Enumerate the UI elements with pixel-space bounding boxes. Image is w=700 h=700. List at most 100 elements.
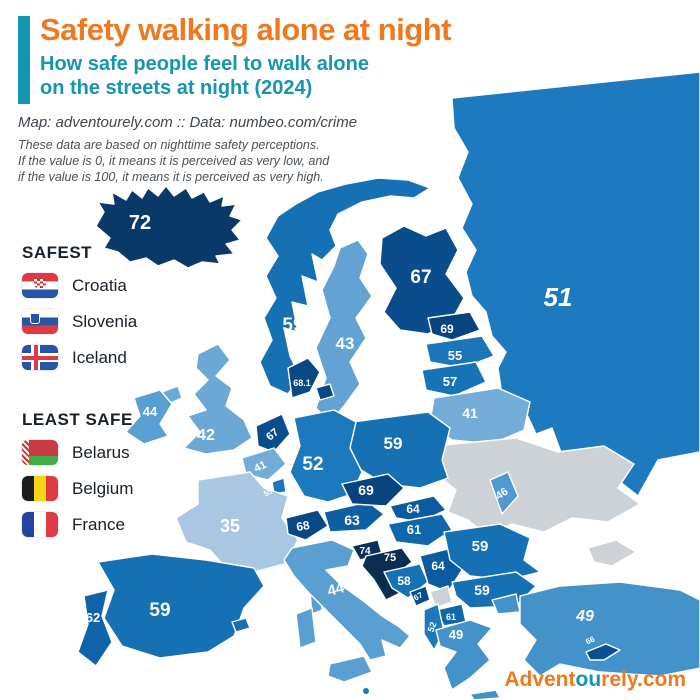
- label-portugal-value: 62: [86, 610, 100, 625]
- legend-label-croatia: Croatia: [72, 275, 127, 295]
- label-switzerland-value: 68: [295, 518, 311, 534]
- country-crete: [469, 689, 501, 700]
- belgium-flag-icon: [22, 476, 58, 501]
- country-balearic: [231, 617, 251, 633]
- country-portugal: [77, 589, 113, 667]
- country-italy: [283, 539, 411, 661]
- belarus-flag-icon: [22, 440, 58, 465]
- label-malta-value: 54: [374, 686, 384, 696]
- country-iceland: [95, 185, 243, 269]
- note-line3: if the value is 100, it means it is perc…: [18, 170, 324, 184]
- brand-prefix: Advent: [504, 668, 576, 691]
- country-ireland: [125, 389, 173, 445]
- label-croatia-value: 75: [384, 552, 396, 564]
- iceland-flag-icon: [22, 345, 58, 370]
- label-belgium-value: 41: [252, 459, 268, 475]
- country-sicily: [327, 655, 373, 683]
- note-line1: These data are based on nighttime safety…: [18, 138, 320, 152]
- country-belgium: [241, 447, 287, 481]
- label-uk-value: 42: [197, 427, 215, 444]
- legend-safest-title: SAFEST: [22, 243, 93, 262]
- country-czechia: [341, 473, 405, 507]
- label-turkey-value: 49: [575, 608, 594, 625]
- label-austria-value: 63: [344, 512, 360, 528]
- label-spain-value: 59: [149, 600, 170, 621]
- country-luxembourg: [271, 477, 287, 495]
- country-netherlands: [255, 413, 291, 453]
- label-denmark-value: 68.1: [293, 378, 311, 388]
- subtitle-line2: on the streets at night (2024): [40, 77, 313, 99]
- country-switzerland: [285, 509, 329, 541]
- label-greece-value: 49: [449, 627, 463, 642]
- country-hungary: [387, 513, 453, 547]
- label-france-value: 35: [220, 516, 240, 536]
- country-uk: [183, 343, 253, 455]
- note-line2: If the value is 0, it means it is percei…: [18, 154, 330, 168]
- label-north-macedonia-value: 61: [446, 612, 456, 622]
- label-latvia-value: 55: [448, 348, 462, 363]
- country-kosovo: [429, 585, 453, 609]
- legend-row-france: France: [22, 512, 133, 537]
- legend-row-iceland: Iceland: [22, 345, 137, 370]
- label-finland-value: 67: [410, 267, 431, 288]
- label-ireland-value: 44: [143, 404, 158, 419]
- legend-row-croatia: Croatia: [22, 273, 137, 298]
- label-germany-value: 52: [302, 454, 323, 475]
- label-bulgaria-value: 59: [474, 582, 490, 598]
- page-title: Safety walking alone at night: [40, 12, 451, 47]
- country-montenegro: [409, 585, 431, 607]
- legend-label-france: France: [72, 514, 125, 534]
- label-albania-value: 52: [426, 621, 439, 634]
- title-accent-bar: [18, 16, 30, 104]
- country-denmark: [287, 357, 321, 399]
- label-norway-value: 59: [282, 315, 303, 336]
- legend-least-safe-title: LEAST SAFE: [22, 410, 133, 429]
- country-norway: [259, 177, 431, 395]
- label-bosnia-value: 58: [397, 574, 411, 588]
- country-crimea: [587, 539, 637, 567]
- country-denmark-island: [315, 383, 335, 401]
- label-slovakia-value: 64: [406, 502, 420, 516]
- country-russia: [451, 71, 700, 497]
- legend-label-slovenia: Slovenia: [72, 311, 138, 331]
- legend-row-belarus: Belarus: [22, 440, 133, 465]
- label-hungary-value: 61: [407, 522, 421, 537]
- label-belarus-value: 41: [462, 405, 478, 421]
- label-estonia-value: 69: [440, 322, 454, 336]
- france-flag-icon: [22, 512, 58, 537]
- country-spain: [97, 553, 265, 659]
- legend-row-slovenia: Slovenia: [22, 309, 137, 334]
- country-moldova: [489, 471, 519, 515]
- country-ukraine: [433, 437, 641, 537]
- country-romania: [443, 523, 541, 581]
- label-romania-value: 59: [472, 538, 489, 555]
- label-russia-value: 51: [544, 282, 573, 312]
- label-poland-value: 59: [384, 434, 403, 453]
- country-cyprus: [585, 643, 621, 661]
- country-france: [175, 471, 299, 573]
- country-greece: [435, 619, 493, 691]
- legend-row-belgium: Belgium: [22, 476, 133, 501]
- legend-label-iceland: Iceland: [72, 347, 127, 367]
- label-sweden-value: 43: [336, 334, 355, 353]
- label-slovenia-value: 74: [359, 546, 371, 557]
- brand-suffix: rely.com: [601, 668, 686, 691]
- source-line: Map: adventourely.com :: Data: numbeo.co…: [18, 114, 358, 131]
- note-text: These data are based on nighttime safety…: [18, 137, 578, 185]
- country-lithuania: [421, 361, 487, 397]
- country-turkey-thrace: [491, 593, 521, 615]
- country-turkey: [519, 581, 700, 677]
- croatia-flag-icon: [22, 273, 58, 298]
- subtitle-line1: How safe people feel to walk alone: [40, 53, 369, 75]
- country-sweden: [315, 239, 373, 423]
- header: Safety walking alone at night How safe p…: [18, 12, 578, 185]
- label-cyprus-value: 66: [584, 634, 596, 646]
- country-finland: [379, 225, 465, 335]
- label-italy-value: 44: [326, 579, 347, 600]
- label-serbia-value: 64: [431, 559, 445, 573]
- label-lithuania-value: 57: [443, 374, 457, 389]
- country-latvia: [425, 335, 495, 369]
- label-czechia-value: 69: [358, 482, 374, 498]
